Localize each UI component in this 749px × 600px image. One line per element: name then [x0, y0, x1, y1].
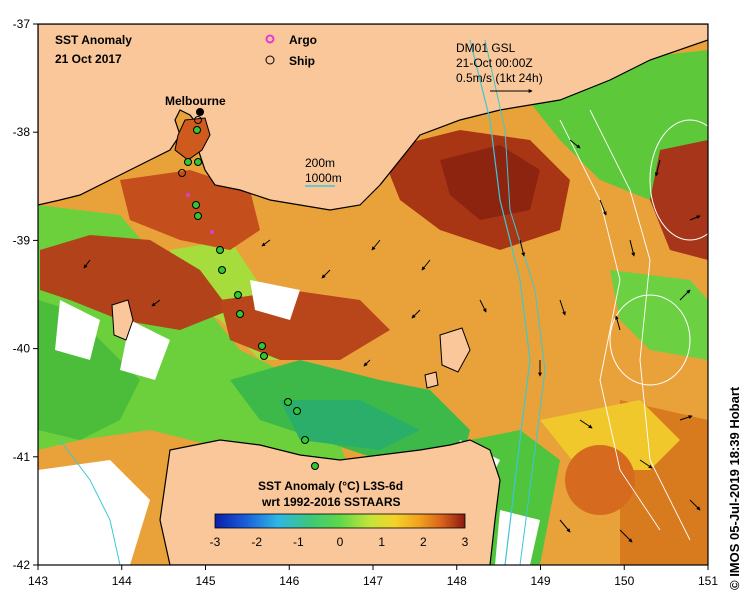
- lon-tick-label: 150: [614, 574, 634, 588]
- lon-tick-label: 151: [698, 574, 718, 588]
- map-date: 21 Oct 2017: [55, 52, 122, 66]
- colorbar-title-2: wrt 1992-2016 SSTAARS: [261, 495, 401, 509]
- current-arrows: [83, 139, 701, 543]
- isobath-1000m: 1000m: [305, 171, 342, 185]
- colorbar-tick-label: 1: [378, 535, 385, 549]
- ship-marker-icon: [265, 55, 275, 65]
- colorbar-title-1: SST Anomaly (°C) L3S-6d: [258, 479, 403, 493]
- lat-tick-label: -37: [13, 17, 31, 31]
- lon-tick-label: 148: [447, 574, 467, 588]
- isobath-200m: 200m: [305, 156, 335, 170]
- colorbar-ticks: -3 -2 -1 0 1 2 3: [210, 535, 469, 549]
- lon-tick-label: 145: [195, 574, 215, 588]
- lat-tick-label: -41: [13, 450, 31, 464]
- lon-tick-label: 149: [530, 574, 550, 588]
- colorbar-tick-label: -1: [293, 535, 304, 549]
- legend-argo: Argo: [289, 33, 317, 47]
- legend-ship: Ship: [289, 54, 315, 68]
- lat-tick-label: -40: [13, 342, 31, 356]
- colorbar: [214, 513, 466, 529]
- colorbar-tick-label: -2: [251, 535, 262, 549]
- lat-tick-label: -42: [13, 558, 31, 572]
- current-info-line3: 0.5m/s (1kt 24h): [456, 71, 543, 85]
- credit-text: © IMOS 05-Jul-2019 18:39 Hobart: [727, 386, 742, 590]
- colorbar-tick-label: -3: [210, 535, 221, 549]
- colorbar-tick-label: 0: [337, 535, 344, 549]
- lon-tick-label: 144: [112, 574, 132, 588]
- lat-axis: -37 -38 -39 -40 -41 -42: [13, 17, 38, 572]
- place-label-melbourne: Melbourne: [165, 94, 226, 108]
- lon-tick-label: 147: [363, 574, 383, 588]
- lat-tick-label: -39: [13, 233, 31, 247]
- lon-tick-label: 146: [279, 574, 299, 588]
- lat-tick-label: -38: [13, 125, 31, 139]
- lon-axis: 143 144 145 146 147 148 149 150 151: [28, 565, 718, 588]
- argo-marker-icon: [265, 34, 275, 44]
- current-info-line1: DM01 GSL: [456, 41, 516, 55]
- colorbar-tick-label: 2: [420, 535, 427, 549]
- map-title: SST Anomaly: [55, 33, 132, 47]
- ship-track: [178, 108, 319, 470]
- sst-field: [38, 24, 708, 565]
- current-info-line2: 21-Oct 00:00Z: [456, 56, 533, 70]
- colorbar-tick-label: 3: [462, 535, 469, 549]
- lon-tick-label: 143: [28, 574, 48, 588]
